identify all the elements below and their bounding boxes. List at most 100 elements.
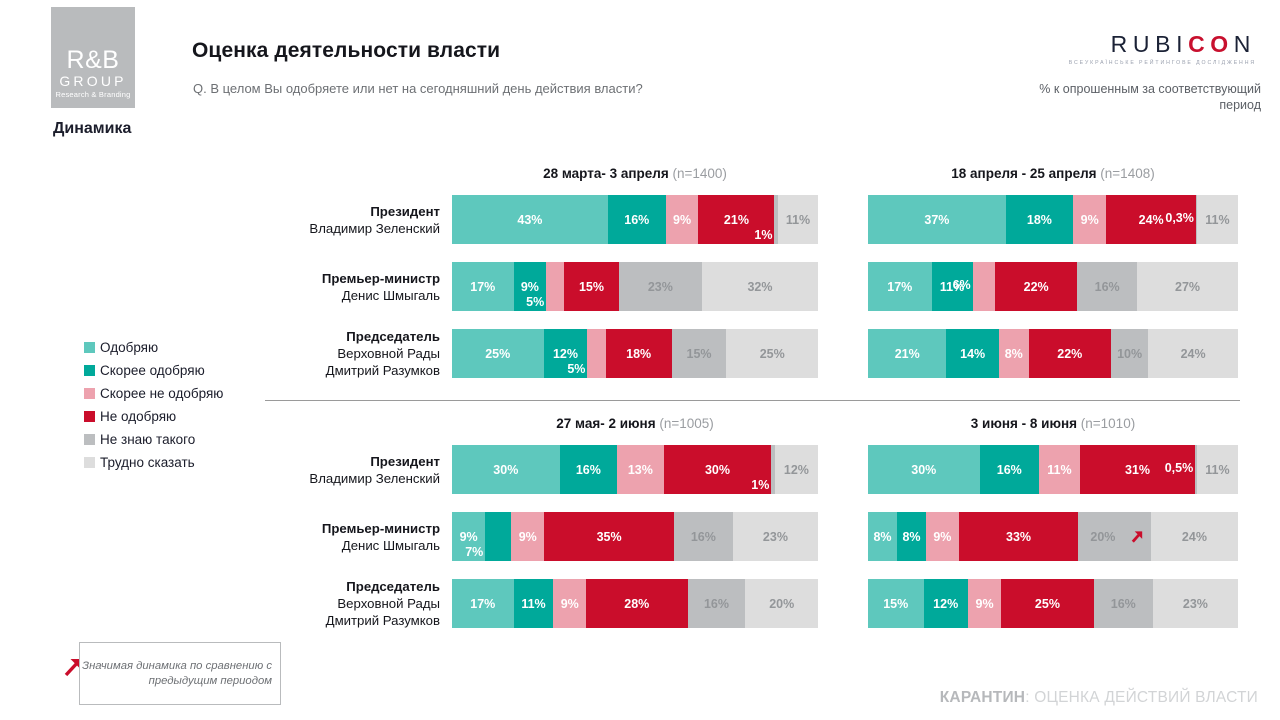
- bar-segment[interactable]: 16%: [1093, 579, 1153, 628]
- bar-segment[interactable]: 16%: [559, 445, 618, 494]
- bar-segment[interactable]: 16%: [979, 445, 1040, 494]
- footer-caption-bold: КАРАНТИН: [939, 689, 1026, 706]
- bar-segment[interactable]: 6%: [953, 262, 996, 311]
- bar-segment[interactable]: 23%: [618, 262, 702, 311]
- bar-segment[interactable]: 11%: [778, 195, 818, 244]
- bar-segment[interactable]: 16%: [673, 512, 733, 561]
- bar-segment[interactable]: 8%: [998, 329, 1029, 378]
- bar-segment[interactable]: 24%: [1150, 512, 1238, 561]
- bar-segment[interactable]: 20%: [1078, 512, 1151, 561]
- bar-segment[interactable]: 35%: [544, 512, 674, 561]
- bar-segment[interactable]: 25%: [452, 329, 544, 378]
- bar-segment[interactable]: 25%: [726, 329, 818, 378]
- bar-segment[interactable]: 18%: [1005, 195, 1073, 244]
- bar-segment[interactable]: 25%: [1001, 579, 1094, 628]
- bar-segment[interactable]: 11%: [1196, 195, 1238, 244]
- bar-row-label-name: Денис Шмыгаль: [341, 537, 440, 553]
- legend-swatch-icon: [84, 434, 95, 445]
- bar-segment-value: 0,5%: [1164, 461, 1194, 475]
- bar-segment[interactable]: 30%: [663, 445, 772, 494]
- bar-segment-value: 23%: [1182, 596, 1208, 611]
- bar-row-label-name: Денис Шмыгаль: [341, 287, 440, 303]
- bar-segment[interactable]: 12%: [923, 579, 968, 628]
- bar-segment[interactable]: 17%: [452, 262, 514, 311]
- bar-segment[interactable]: 5%: [526, 262, 565, 311]
- bar-row-label-name: Владимир Зеленский: [309, 470, 440, 486]
- legend-item[interactable]: Не одобряю: [84, 405, 223, 428]
- bar-segment[interactable]: 16%: [607, 195, 666, 244]
- bar-segment[interactable]: 5%: [567, 329, 606, 378]
- bar-segment[interactable]: 17%: [452, 579, 514, 628]
- bar-segment[interactable]: 8%: [897, 512, 927, 561]
- bar-segment[interactable]: 16%: [687, 579, 746, 628]
- bar-segment[interactable]: 8%: [868, 512, 898, 561]
- legend-swatch-icon: [84, 411, 95, 422]
- bar-segment-value: 1%: [754, 228, 773, 242]
- stacked-bar: 37% 18% 9% 24% 0,3% 11%: [868, 195, 1238, 244]
- bar-segment[interactable]: 27%: [1137, 262, 1238, 311]
- rubicon-letter-r: R: [1110, 31, 1133, 57]
- legend-item-label: Трудно сказать: [100, 455, 195, 470]
- bar-segment[interactable]: 23%: [732, 512, 818, 561]
- bar-segment[interactable]: 15%: [564, 262, 619, 311]
- dynamics-legend-text: Значимая динамика по сравнению с предыду…: [82, 659, 272, 687]
- bar-segment[interactable]: 37%: [868, 195, 1006, 244]
- bar-segment[interactable]: 24%: [1106, 195, 1196, 244]
- bar-row-label-name: Верховной Рады: [337, 346, 440, 361]
- bar-segment[interactable]: 15%: [671, 329, 727, 378]
- legend-item[interactable]: Одобряю: [84, 336, 223, 359]
- bar-segment[interactable]: 9%: [511, 512, 545, 561]
- bar-segment[interactable]: 0,5%: [1165, 445, 1198, 494]
- bar-segment[interactable]: 32%: [702, 262, 818, 311]
- bar-row-label: Президент Владимир Зеленский: [267, 203, 452, 237]
- bar-segment[interactable]: 23%: [1152, 579, 1238, 628]
- bar-segment[interactable]: 9%: [1072, 195, 1107, 244]
- bar-segment-value: 18%: [626, 346, 652, 361]
- bar-segment[interactable]: 33%: [958, 512, 1079, 561]
- bar-segment[interactable]: 0,3%: [1165, 195, 1197, 244]
- bar-segment[interactable]: 17%: [868, 262, 932, 311]
- legend-item[interactable]: Трудно сказать: [84, 451, 223, 474]
- bar-segment[interactable]: 11%: [1197, 445, 1238, 494]
- bar-segment[interactable]: 10%: [1110, 329, 1149, 378]
- legend-item[interactable]: Скорее одобряю: [84, 359, 223, 382]
- bar-segment[interactable]: 12%: [543, 329, 588, 378]
- legend-item[interactable]: Скорее не одобряю: [84, 382, 223, 405]
- bar-segment[interactable]: 22%: [1028, 329, 1111, 378]
- bar-segment[interactable]: 16%: [1077, 262, 1138, 311]
- bar-segment-value: 12%: [552, 346, 578, 361]
- legend-item-label: Скорее одобряю: [100, 363, 205, 378]
- bar-segment[interactable]: 30%: [868, 445, 980, 494]
- bar-segment[interactable]: 22%: [995, 262, 1078, 311]
- bar-segment[interactable]: 1%: [754, 195, 779, 244]
- bar-segment[interactable]: 24%: [1148, 329, 1238, 378]
- bar-segment[interactable]: 11%: [1039, 445, 1080, 494]
- bar-segment[interactable]: 9%: [665, 195, 699, 244]
- bar-segment-value: 25%: [759, 346, 785, 361]
- bar-segment[interactable]: 11%: [931, 262, 973, 311]
- bar-segment[interactable]: 9%: [926, 512, 959, 561]
- bar-segment[interactable]: 12%: [774, 445, 818, 494]
- bar-segment-value: 15%: [883, 596, 909, 611]
- bar-segment[interactable]: 28%: [586, 579, 688, 628]
- bar-segment[interactable]: 20%: [745, 579, 818, 628]
- bar-segment[interactable]: 13%: [617, 445, 664, 494]
- bar-segment[interactable]: 31%: [1079, 445, 1196, 494]
- bar-segment[interactable]: 21%: [868, 329, 947, 378]
- dynamics-legend-box: Значимая динамика по сравнению с предыду…: [79, 642, 281, 705]
- bar-segment[interactable]: 15%: [868, 579, 924, 628]
- bar-segment[interactable]: 9%: [452, 512, 486, 561]
- bar-segment[interactable]: 14%: [946, 329, 999, 378]
- bar-segment[interactable]: 30%: [452, 445, 560, 494]
- bar-row-label-title: Премьер-министр: [321, 270, 440, 286]
- legend-item[interactable]: Не знаю такого: [84, 428, 223, 451]
- bar-segment[interactable]: 9%: [553, 579, 587, 628]
- bar-segment[interactable]: 9%: [513, 262, 547, 311]
- bar-segment[interactable]: 11%: [513, 579, 554, 628]
- bar-segment[interactable]: 18%: [605, 329, 672, 378]
- bar-segment[interactable]: 9%: [967, 579, 1002, 628]
- bar-segment[interactable]: 7%: [465, 512, 512, 561]
- bar-segment[interactable]: 21%: [698, 195, 775, 244]
- bar-segment[interactable]: 1%: [751, 445, 775, 494]
- bar-segment[interactable]: 43%: [452, 195, 608, 244]
